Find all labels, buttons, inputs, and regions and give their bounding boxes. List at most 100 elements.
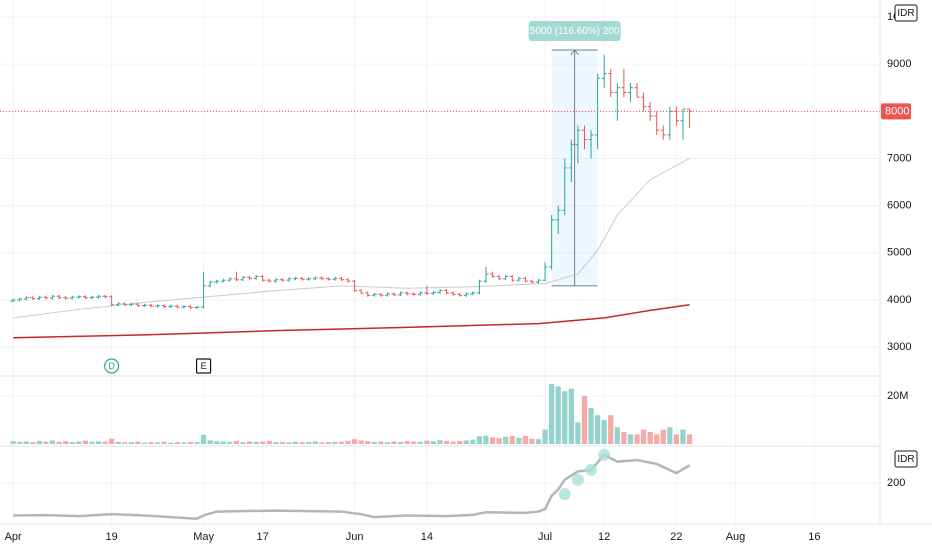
volume-bar xyxy=(214,441,220,444)
volume-bar xyxy=(154,442,161,444)
volume-bar xyxy=(161,441,167,444)
volume-bar xyxy=(115,441,121,444)
volume-bar xyxy=(76,441,82,444)
y-tick-label: 5000 xyxy=(887,247,911,259)
signal-point xyxy=(571,473,584,486)
volume-bar xyxy=(82,440,88,444)
volume-bar xyxy=(686,434,693,444)
volume-bar xyxy=(260,441,266,444)
event-marker xyxy=(104,358,120,374)
volume-bar xyxy=(411,441,417,444)
volume-bar xyxy=(614,427,620,444)
volume-bar xyxy=(529,438,535,444)
event-marker xyxy=(195,358,212,374)
currency-label: IDR xyxy=(897,454,914,465)
volume-bar xyxy=(89,441,95,444)
volume-bar xyxy=(424,440,430,444)
volume-bar xyxy=(450,441,456,444)
measure-label-box xyxy=(528,21,621,41)
volume-bar xyxy=(654,434,660,444)
volume-bar xyxy=(647,432,653,444)
volume-bar xyxy=(470,439,476,444)
volume-bar xyxy=(273,442,279,444)
volume-bar xyxy=(640,429,647,444)
volume-bar xyxy=(312,441,318,444)
x-tick-label: Aug xyxy=(726,531,746,543)
event-label: D xyxy=(108,361,115,371)
volume-bar xyxy=(17,441,23,444)
volume-bar xyxy=(194,442,200,444)
volume-bar xyxy=(63,441,69,444)
volume-bar xyxy=(358,440,364,444)
volume-bar xyxy=(299,442,305,444)
currency-label: IDR xyxy=(897,8,914,19)
signal-point xyxy=(598,448,611,461)
volume-bar xyxy=(69,442,75,444)
volume-bar xyxy=(371,441,377,444)
volume-bar xyxy=(562,391,568,444)
volume-bar xyxy=(397,441,404,444)
volume-bar xyxy=(568,388,574,444)
moving-average xyxy=(13,303,690,339)
volume-bar xyxy=(594,415,601,444)
volume-bar xyxy=(325,442,331,444)
y-tick-label: 4000 xyxy=(887,294,911,306)
volume-bar xyxy=(443,440,450,444)
x-tick-label: Jun xyxy=(346,531,364,543)
volume-bar xyxy=(266,441,272,444)
volume-bar xyxy=(503,436,509,444)
volume-bar xyxy=(581,396,588,444)
x-tick-label: May xyxy=(193,531,214,543)
x-tick-label: 17 xyxy=(257,531,269,543)
volume-tick-label: 20M xyxy=(887,390,908,402)
volume-bar xyxy=(292,441,299,444)
volume-bar xyxy=(437,440,443,444)
volume-bar xyxy=(36,440,43,444)
last-price-label: 8000 xyxy=(885,106,909,118)
volume-bar xyxy=(168,442,174,444)
volume-bar xyxy=(634,434,640,444)
signal-point xyxy=(558,487,571,500)
y-tick-label: 6000 xyxy=(887,200,911,212)
volume-bar xyxy=(122,442,128,444)
volume-bar xyxy=(227,441,233,444)
volume-bar xyxy=(174,442,180,444)
signal-point xyxy=(585,463,598,476)
volume-bar xyxy=(148,442,154,444)
volume-bar xyxy=(555,386,561,444)
volume-bar xyxy=(332,441,338,444)
volume-bar xyxy=(489,437,496,444)
volume-bar xyxy=(391,441,397,444)
currency-badge xyxy=(894,450,918,468)
volume-bar xyxy=(279,441,286,444)
volume-bar xyxy=(286,442,292,444)
volume-bar xyxy=(10,441,16,444)
volume-bar xyxy=(102,441,108,444)
x-tick-label: Apr xyxy=(5,531,22,543)
volume-bar xyxy=(43,441,49,444)
volume-bar xyxy=(476,436,483,444)
grid xyxy=(0,0,880,524)
volume-bar xyxy=(549,384,555,444)
currency-badge xyxy=(894,4,918,22)
volume-bar xyxy=(575,422,581,444)
volume-bar xyxy=(30,442,36,444)
volume-bar xyxy=(542,429,548,444)
volume-bar xyxy=(345,440,351,444)
volume-bar xyxy=(417,441,423,444)
volume-bar xyxy=(667,427,673,444)
volume-bar xyxy=(23,441,29,444)
volume-bar xyxy=(680,429,686,444)
volume-bar xyxy=(135,441,141,444)
volume-bar xyxy=(49,440,56,444)
volume-bar xyxy=(319,442,325,444)
y-tick-label: 9000 xyxy=(887,58,911,70)
volume-bar xyxy=(141,442,148,444)
volume-bar xyxy=(365,441,371,444)
volume-bar xyxy=(253,441,259,444)
volume-bar xyxy=(608,415,614,444)
volume-bar xyxy=(207,440,213,444)
volume-bar xyxy=(233,440,240,444)
